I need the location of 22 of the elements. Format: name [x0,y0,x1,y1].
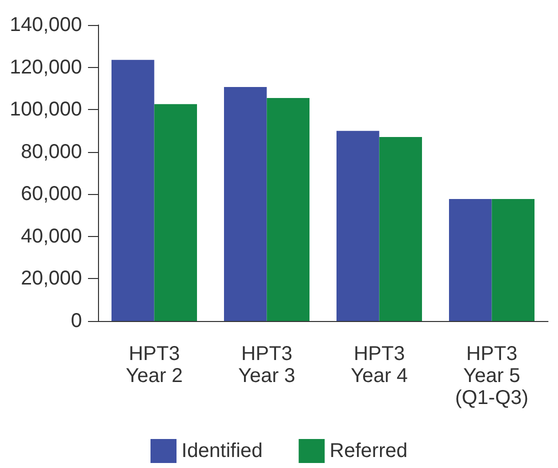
bar [154,104,197,321]
bar [449,199,492,321]
y-tick-label: 60,000 [20,183,82,206]
x-tick-label: HPT3 Year 2 [126,343,183,387]
bar [492,199,534,321]
y-tick-label: 100,000 [10,98,82,121]
legend-label: Referred [330,440,408,462]
y-tick-label: 0 [70,310,82,332]
bar [224,86,267,321]
y-tick-label: 140,000 [10,14,82,36]
x-tick-label: HPT3 Year 3 [238,343,296,387]
y-tick-label: 40,000 [20,225,82,248]
legend-label: Identified [182,440,263,462]
bar [379,137,422,321]
bar [266,98,310,321]
y-tick-label: 20,000 [20,268,82,290]
bar [336,130,380,321]
y-tick-label: 80,000 [20,140,82,163]
x-tick-label: HPT3 Year 5 (Q1-Q3) [455,343,528,409]
bar [112,60,154,321]
x-tick-label: HPT3 Year 4 [350,343,408,387]
y-tick-label: 120,000 [10,56,82,78]
